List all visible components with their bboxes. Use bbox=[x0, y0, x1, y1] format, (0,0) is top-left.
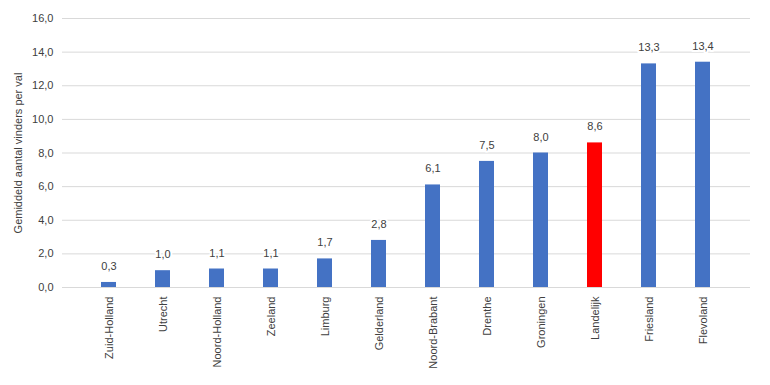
svg-text:1,0: 1,0 bbox=[155, 248, 170, 260]
svg-text:2,0: 2,0 bbox=[38, 247, 53, 259]
svg-text:13,4: 13,4 bbox=[692, 40, 713, 52]
svg-text:Flevoland: Flevoland bbox=[697, 297, 709, 345]
svg-text:6,1: 6,1 bbox=[425, 162, 440, 174]
svg-text:Groningen: Groningen bbox=[535, 297, 547, 348]
svg-text:14,0: 14,0 bbox=[32, 46, 53, 58]
svg-text:Zeeland: Zeeland bbox=[265, 297, 277, 337]
svg-text:0,3: 0,3 bbox=[101, 260, 116, 272]
svg-text:16,0: 16,0 bbox=[32, 12, 53, 24]
svg-text:2,8: 2,8 bbox=[371, 218, 386, 230]
svg-text:Limburg: Limburg bbox=[319, 297, 331, 337]
svg-text:Gelderland: Gelderland bbox=[373, 297, 385, 351]
svg-text:0,0: 0,0 bbox=[38, 281, 53, 293]
svg-text:Landelijk: Landelijk bbox=[589, 296, 601, 340]
svg-text:8,0: 8,0 bbox=[533, 131, 548, 143]
svg-text:7,5: 7,5 bbox=[479, 139, 494, 151]
svg-text:Noord-Holland: Noord-Holland bbox=[211, 297, 223, 368]
svg-text:10,0: 10,0 bbox=[32, 113, 53, 125]
svg-text:1,7: 1,7 bbox=[317, 236, 332, 248]
svg-text:Friesland: Friesland bbox=[643, 297, 655, 342]
svg-text:Drenthe: Drenthe bbox=[481, 297, 493, 336]
svg-text:Utrecht: Utrecht bbox=[157, 297, 169, 332]
svg-text:13,3: 13,3 bbox=[638, 41, 659, 53]
svg-text:6,0: 6,0 bbox=[38, 180, 53, 192]
svg-text:8,0: 8,0 bbox=[38, 147, 53, 159]
svg-text:1,1: 1,1 bbox=[263, 247, 278, 259]
svg-text:4,0: 4,0 bbox=[38, 214, 53, 226]
svg-text:Noord-Brabant: Noord-Brabant bbox=[427, 297, 439, 369]
svg-text:12,0: 12,0 bbox=[32, 79, 53, 91]
svg-text:Gemiddeld aantal vinders per v: Gemiddeld aantal vinders per val bbox=[12, 73, 24, 234]
svg-text:1,1: 1,1 bbox=[209, 247, 224, 259]
svg-text:8,6: 8,6 bbox=[587, 120, 602, 132]
svg-text:Zuid-Holland: Zuid-Holland bbox=[103, 297, 115, 359]
